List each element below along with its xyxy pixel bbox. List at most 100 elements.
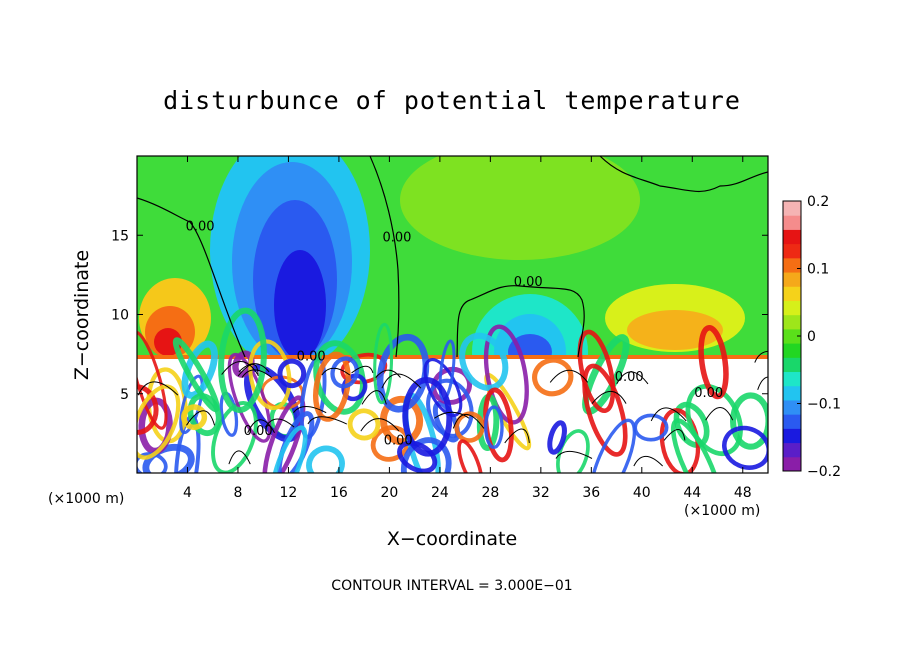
eddy-contour [237, 363, 259, 377]
colorbar-swatch [783, 357, 801, 373]
eddy-contour [633, 455, 664, 467]
colorbar-swatch [783, 314, 801, 330]
colorbar-swatch [783, 343, 801, 358]
eddy-contour [616, 371, 649, 385]
eddy-stroke [218, 307, 267, 414]
eddy-stroke [633, 413, 669, 442]
eddy-contour [757, 376, 768, 390]
eddy-stroke [137, 330, 168, 430]
eddy-stroke [181, 404, 208, 431]
colorbar-tick-label: 0.1 [807, 262, 829, 278]
eddy-contour [247, 419, 275, 434]
eddy-stroke [547, 420, 567, 455]
eddy-contour [221, 360, 259, 375]
x-tick-label: 20 [380, 485, 398, 501]
colorbar-swatch [783, 300, 801, 316]
eddy-stroke [454, 411, 485, 443]
contour-label: 0.00 [384, 433, 413, 448]
x-unit-right: (×1000 m) [684, 503, 761, 519]
eddy-contour [650, 407, 687, 422]
contour-label: 0.00 [382, 231, 411, 246]
eddy-contour [228, 450, 251, 465]
eddy-contour [351, 365, 374, 374]
eddy-contour [137, 381, 179, 396]
colorbar-swatch [783, 371, 801, 387]
contour-left [137, 197, 246, 358]
colorbar-swatch [783, 442, 801, 458]
colorbar-swatch [783, 456, 801, 472]
x-tick-label: 4 [183, 485, 192, 501]
x-tick-label: 36 [582, 485, 600, 501]
eddy-stroke [172, 337, 220, 413]
eddy-stroke [341, 373, 368, 402]
chart-title: disturbunce of potential temperature [163, 86, 741, 115]
upper-yellow-region [400, 156, 640, 260]
eddy-stroke [582, 363, 628, 457]
x-tick-label: 12 [280, 485, 298, 501]
eddy-contour [591, 390, 627, 404]
y-tick-label: 15 [111, 228, 129, 244]
colorbar-swatch [783, 428, 801, 444]
eddy-stroke [137, 384, 181, 460]
x-tick-label: 16 [330, 485, 348, 501]
colorbar-tick-label: −0.2 [807, 464, 841, 480]
eddy-contour [238, 363, 270, 373]
contour-label: 0.00 [186, 219, 215, 234]
eddy-stroke [262, 395, 306, 473]
eddy-stroke [227, 352, 272, 443]
x-tick-label: 48 [734, 485, 752, 501]
eddy-contour [705, 407, 734, 421]
eddy-stroke [577, 329, 616, 414]
contour-label: 0.00 [244, 424, 273, 439]
cold-plume-core [274, 250, 326, 360]
eddy-contour [452, 413, 485, 429]
eddy-stroke [269, 425, 308, 473]
x-unit-left: (×1000 m) [48, 491, 125, 507]
heatmap-field [137, 156, 768, 473]
eddy-stroke [483, 324, 529, 425]
eddy-stroke [670, 418, 723, 473]
colorbar-swatch [783, 399, 801, 415]
eddy-stroke [722, 425, 768, 470]
eddy-contour [186, 410, 216, 426]
x-tick-label: 24 [431, 485, 449, 501]
eddy-stroke [347, 408, 381, 441]
eddy-stroke [457, 439, 484, 473]
turbulent-structures [137, 307, 768, 473]
colorbar-tick-label: 0.2 [807, 194, 829, 210]
upper-right-warm-core [627, 310, 723, 350]
eddy-stroke [532, 357, 574, 397]
contour-mid [369, 156, 400, 358]
eddy-contour [360, 418, 400, 432]
contour-dome [456, 285, 585, 358]
x-tick-label: 40 [633, 485, 651, 501]
colorbar-swatch [783, 385, 801, 401]
eddy-stroke [373, 322, 394, 405]
contour-label: 0.00 [694, 386, 723, 401]
contour-label: 0.00 [514, 275, 543, 290]
eddy-contour [434, 411, 470, 419]
eddy-stroke [423, 358, 463, 418]
eddy-stroke [484, 405, 504, 450]
colorbar-tick-label: 0 [807, 329, 816, 345]
eddy-stroke [402, 376, 453, 457]
x-tick-label: 28 [481, 485, 499, 501]
eddy-stroke [137, 384, 159, 435]
eddy-contour [293, 405, 327, 414]
contour-label: 0.00 [297, 349, 326, 364]
contour-interval-note: CONTOUR INTERVAL = 3.000E−01 [331, 578, 573, 594]
eddy-stroke [379, 395, 424, 446]
eddy-contour [321, 367, 351, 376]
y-axis: 5 10 15 [111, 228, 768, 403]
eddy-contour [504, 428, 530, 444]
y-tick-label: 5 [120, 387, 129, 403]
eddy-contour [663, 429, 686, 441]
eddy-stroke [181, 340, 218, 399]
colorbar-swatch [783, 272, 801, 287]
eddy-contour [549, 369, 589, 383]
colorbar-swatch [783, 414, 801, 429]
eddy-contour [361, 390, 387, 405]
colorbar-swatch [783, 215, 801, 230]
eddy-contour [754, 350, 768, 363]
